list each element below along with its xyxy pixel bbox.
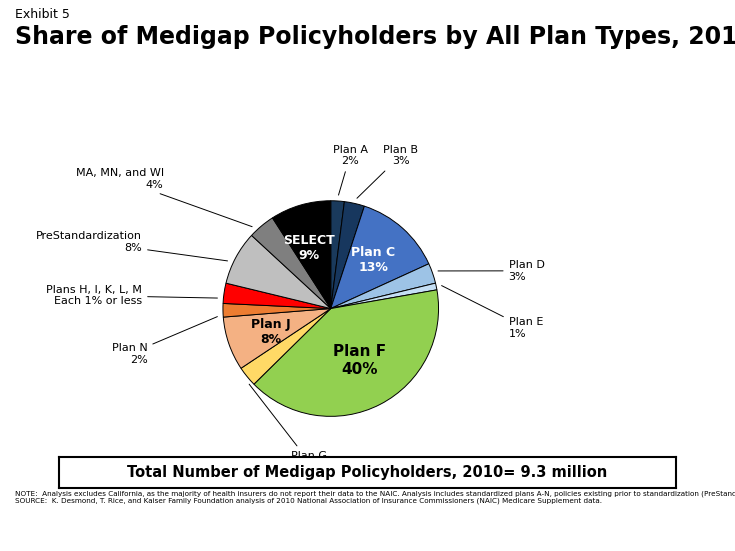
Text: Share of Medigap Policyholders by All Plan Types, 2010: Share of Medigap Policyholders by All Pl… xyxy=(15,25,735,49)
Wedge shape xyxy=(254,290,439,417)
Wedge shape xyxy=(223,309,331,368)
Text: NOTE:  Analysis excludes California, as the majority of health insurers do not r: NOTE: Analysis excludes California, as t… xyxy=(15,490,735,504)
Text: Plan J
8%: Plan J 8% xyxy=(251,318,290,347)
Wedge shape xyxy=(331,206,429,309)
Wedge shape xyxy=(331,202,365,309)
Text: MA, MN, and WI
4%: MA, MN, and WI 4% xyxy=(76,169,252,226)
Text: PreStandardization
8%: PreStandardization 8% xyxy=(36,231,228,261)
Text: Plan B
3%: Plan B 3% xyxy=(357,145,418,198)
Wedge shape xyxy=(223,283,331,309)
Wedge shape xyxy=(226,235,331,309)
Wedge shape xyxy=(251,218,331,309)
Text: Plan G
3%: Plan G 3% xyxy=(249,384,327,472)
Text: Plan C
13%: Plan C 13% xyxy=(351,246,395,274)
Text: Plan F
40%: Plan F 40% xyxy=(333,344,386,377)
Wedge shape xyxy=(331,283,437,309)
Text: Plan N
2%: Plan N 2% xyxy=(112,317,218,365)
Wedge shape xyxy=(331,264,436,309)
Wedge shape xyxy=(241,309,331,384)
Wedge shape xyxy=(223,304,331,317)
Text: SELECT
9%: SELECT 9% xyxy=(283,234,334,262)
Wedge shape xyxy=(331,201,345,309)
Text: Total Number of Medigap Policyholders, 2010= 9.3 million: Total Number of Medigap Policyholders, 2… xyxy=(127,465,608,480)
Text: Exhibit 5: Exhibit 5 xyxy=(15,8,70,21)
Text: Plans H, I, K, L, M
Each 1% or less: Plans H, I, K, L, M Each 1% or less xyxy=(46,285,218,306)
Text: Plan A
2%: Plan A 2% xyxy=(333,145,368,195)
Text: Plan D
3%: Plan D 3% xyxy=(438,260,545,282)
Text: Plan E
1%: Plan E 1% xyxy=(442,285,543,339)
Wedge shape xyxy=(273,201,331,309)
